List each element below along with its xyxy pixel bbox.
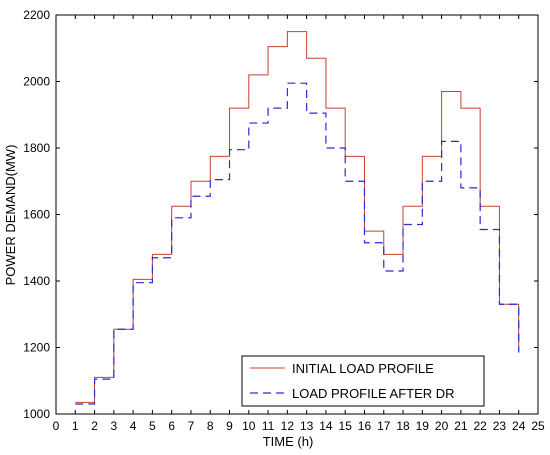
- x-tick-label: 25: [531, 419, 545, 433]
- y-axis-label: POWER DEMAND(MW): [3, 145, 18, 286]
- y-tick-label: 1600: [23, 208, 50, 222]
- x-tick-label: 19: [416, 419, 430, 433]
- x-tick-label: 21: [454, 419, 468, 433]
- series-lines: [75, 31, 520, 405]
- x-tick-label: 0: [53, 419, 60, 433]
- ticks: 0 1 2 3 4 5 6 7 8 9 10 11 12 13 14 15 16 17 18 19 20 21 22 23 24…: [23, 8, 545, 433]
- axes-frame: [55, 14, 539, 415]
- legend-box: [241, 355, 485, 407]
- x-tick-label: 11: [262, 419, 275, 433]
- legend-label-initial: INITIAL LOAD PROFILE: [292, 361, 434, 376]
- x-tick-label: 24: [512, 419, 526, 433]
- x-tick-label: 3: [110, 419, 117, 433]
- x-tick-label: 22: [473, 419, 487, 433]
- x-tick-label: 5: [149, 419, 156, 433]
- x-axis-label: TIME (h): [263, 434, 314, 449]
- x-tick-label: 13: [300, 419, 314, 433]
- series-line-after-dr: [75, 82, 520, 405]
- x-tick-label: 18: [396, 419, 410, 433]
- plot-frame: [55, 14, 539, 415]
- x-tick-label: 17: [377, 419, 391, 433]
- x-tick-label: 20: [435, 419, 449, 433]
- x-tick-label: 1: [72, 419, 79, 433]
- x-tick-label: 10: [242, 419, 256, 433]
- x-tick-label: 16: [358, 419, 372, 433]
- x-tick-label: 15: [339, 419, 353, 433]
- x-tick-label: 14: [319, 419, 333, 433]
- y-tick-label: 1400: [23, 274, 50, 288]
- x-tick-label: 8: [207, 419, 214, 433]
- x-tick-label: 6: [168, 419, 175, 433]
- legend: INITIAL LOAD PROFILE LOAD PROFILE AFTER …: [241, 355, 485, 407]
- y-tick-label: 1800: [23, 141, 50, 155]
- y-tick-label: 2000: [23, 75, 50, 89]
- x-tick-label: 9: [226, 419, 233, 433]
- series-line-initial: [75, 31, 520, 403]
- legend-label-after-dr: LOAD PROFILE AFTER DR: [292, 386, 455, 401]
- x-tick-label: 23: [493, 419, 507, 433]
- x-tick-label: 2: [91, 419, 98, 433]
- y-tick-label: 2200: [23, 8, 50, 22]
- y-tick-label: 1200: [23, 341, 50, 355]
- y-tick-label: 1000: [23, 407, 50, 421]
- x-tick-label: 12: [281, 419, 295, 433]
- x-tick-label: 4: [130, 419, 137, 433]
- x-tick-label: 7: [188, 419, 195, 433]
